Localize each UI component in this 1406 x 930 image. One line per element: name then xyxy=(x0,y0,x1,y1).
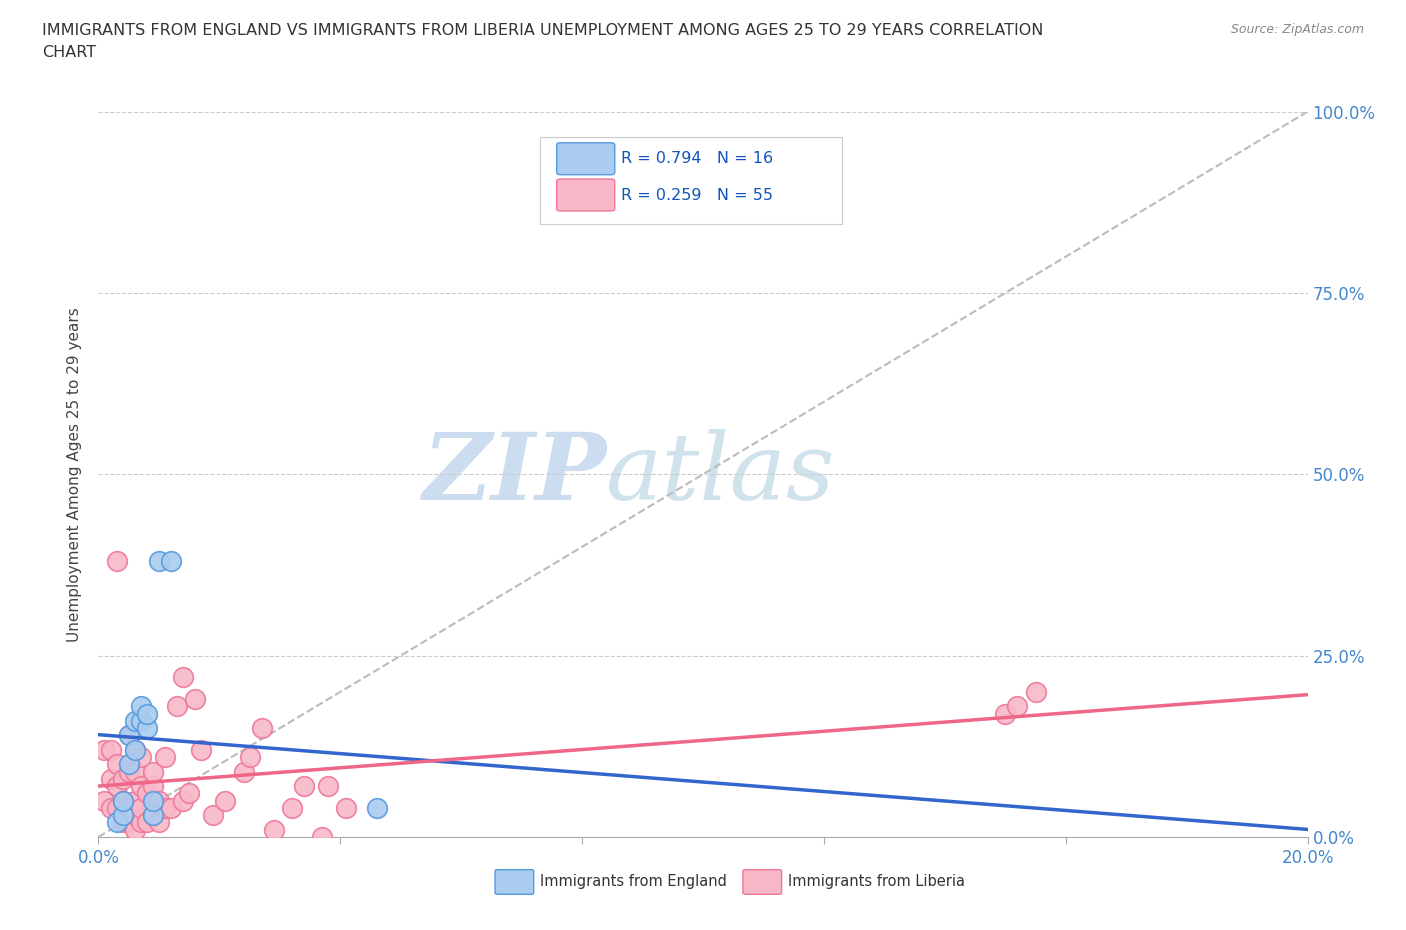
Point xyxy=(111,793,134,808)
Point xyxy=(994,706,1017,721)
Point xyxy=(129,750,152,764)
Point xyxy=(111,772,134,787)
Point xyxy=(335,801,357,816)
Point xyxy=(160,801,183,816)
Point xyxy=(232,764,254,779)
Point xyxy=(93,793,115,808)
Text: R = 0.794   N = 16: R = 0.794 N = 16 xyxy=(621,152,773,166)
Point xyxy=(292,778,315,793)
Point xyxy=(214,793,236,808)
Text: Source: ZipAtlas.com: Source: ZipAtlas.com xyxy=(1230,23,1364,36)
Point xyxy=(202,808,225,823)
Text: atlas: atlas xyxy=(606,430,835,519)
Point xyxy=(184,692,207,707)
Point xyxy=(118,728,141,743)
Text: IMMIGRANTS FROM ENGLAND VS IMMIGRANTS FROM LIBERIA UNEMPLOYMENT AMONG AGES 25 TO: IMMIGRANTS FROM ENGLAND VS IMMIGRANTS FR… xyxy=(42,23,1043,38)
Point xyxy=(105,757,128,772)
Point xyxy=(239,750,262,764)
Point xyxy=(148,793,170,808)
Point xyxy=(135,786,157,801)
Point xyxy=(153,801,176,816)
Point xyxy=(148,815,170,830)
Point xyxy=(311,830,333,844)
FancyBboxPatch shape xyxy=(557,179,614,211)
Text: Immigrants from Liberia: Immigrants from Liberia xyxy=(787,874,965,889)
Text: ZIP: ZIP xyxy=(422,430,606,519)
Point xyxy=(111,815,134,830)
Point xyxy=(93,742,115,757)
FancyBboxPatch shape xyxy=(742,870,782,895)
Point xyxy=(124,808,146,823)
Point xyxy=(1007,699,1029,714)
Point xyxy=(105,778,128,793)
Point xyxy=(111,808,134,823)
Point xyxy=(124,742,146,757)
Point xyxy=(111,793,134,808)
Point xyxy=(281,801,304,816)
Point xyxy=(118,801,141,816)
Point xyxy=(148,554,170,569)
Point xyxy=(129,815,152,830)
Point xyxy=(135,815,157,830)
Point xyxy=(118,815,141,830)
Y-axis label: Unemployment Among Ages 25 to 29 years: Unemployment Among Ages 25 to 29 years xyxy=(67,307,83,642)
Point xyxy=(135,721,157,736)
FancyBboxPatch shape xyxy=(557,143,614,175)
Point xyxy=(118,728,141,743)
Point xyxy=(135,706,157,721)
Point xyxy=(190,742,212,757)
Text: CHART: CHART xyxy=(42,45,96,60)
FancyBboxPatch shape xyxy=(495,870,534,895)
Point xyxy=(160,554,183,569)
Point xyxy=(118,764,141,779)
Text: Immigrants from England: Immigrants from England xyxy=(540,874,727,889)
Point xyxy=(142,808,165,823)
FancyBboxPatch shape xyxy=(540,137,842,224)
Point xyxy=(316,778,339,793)
Point xyxy=(142,764,165,779)
Point xyxy=(124,764,146,779)
Point xyxy=(166,699,188,714)
Point xyxy=(124,742,146,757)
Point xyxy=(129,778,152,793)
Text: R = 0.259   N = 55: R = 0.259 N = 55 xyxy=(621,188,773,203)
Point xyxy=(250,721,273,736)
Point xyxy=(118,757,141,772)
Point xyxy=(263,822,285,837)
Point xyxy=(366,801,388,816)
Point xyxy=(129,801,152,816)
Point xyxy=(142,778,165,793)
Point xyxy=(124,793,146,808)
Point xyxy=(100,772,122,787)
Point xyxy=(124,822,146,837)
Point xyxy=(172,670,194,684)
Point xyxy=(124,713,146,728)
Point xyxy=(1024,684,1046,699)
Point xyxy=(129,699,152,714)
Point xyxy=(142,808,165,823)
Point xyxy=(105,554,128,569)
Point xyxy=(142,793,165,808)
Point xyxy=(100,742,122,757)
Point xyxy=(153,750,176,764)
Point xyxy=(105,801,128,816)
Point xyxy=(179,786,201,801)
Point xyxy=(129,713,152,728)
Point xyxy=(105,815,128,830)
Point xyxy=(100,801,122,816)
Point xyxy=(172,793,194,808)
